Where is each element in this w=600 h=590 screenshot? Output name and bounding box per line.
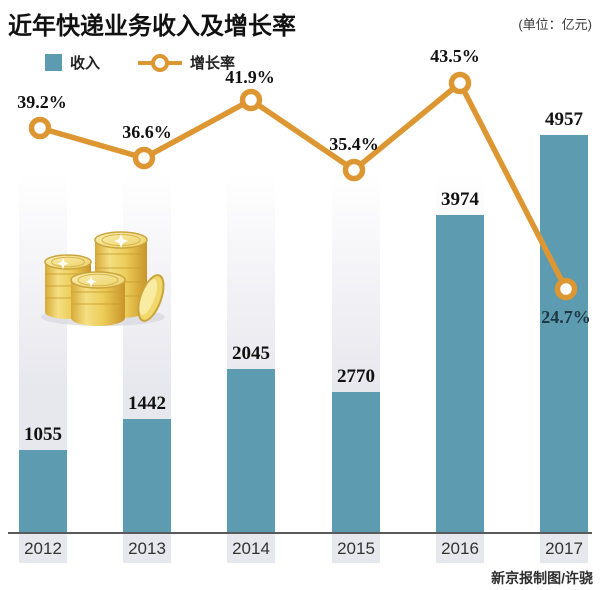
page-title: 近年快递业务收入及增长率 (8, 13, 296, 40)
growth-point-marker (132, 146, 156, 170)
revenue-bar (227, 369, 275, 533)
revenue-legend-swatch (45, 54, 62, 71)
bar-value-label: 4957 (545, 109, 583, 130)
bar-value-label: 1442 (128, 393, 166, 414)
x-axis-line (8, 532, 592, 534)
growth-legend-label: 增长率 (190, 55, 236, 72)
growth-rate-label: 36.6% (122, 122, 172, 142)
growth-rate-label: 24.7% (541, 307, 591, 327)
growth-legend-marker-icon (138, 53, 183, 72)
unit-note: (单位：亿元) (518, 17, 592, 32)
x-axis-year-label: 2015 (337, 539, 375, 558)
revenue-bar (19, 450, 67, 533)
bar-value-label: 2770 (337, 366, 375, 387)
growth-point-marker (448, 71, 472, 95)
x-axis-year-label: 2014 (232, 539, 270, 558)
x-axis-year-label: 2012 (24, 539, 62, 558)
growth-point-marker (28, 116, 52, 140)
legend: 收入 增长率 (45, 52, 235, 73)
bar-value-label: 2045 (232, 343, 270, 364)
growth-rate-label: 41.9% (225, 67, 275, 87)
x-axis-year-label: 2013 (128, 539, 166, 558)
coin-stack-front (70, 271, 126, 326)
revenue-legend-label: 收入 (70, 55, 101, 72)
growth-rate-label: 35.4% (329, 134, 379, 154)
x-axis-year-label: 2016 (441, 539, 479, 558)
bar-value-label: 3974 (441, 189, 479, 210)
growth-rate-label: 39.2% (17, 92, 67, 112)
gold-coins-illustration (41, 231, 165, 326)
credit-text: 新京报制图/许骁 (491, 570, 593, 586)
bar-value-label: 1055 (24, 424, 62, 445)
growth-legend-circle (151, 53, 170, 72)
growth-point-marker (239, 88, 263, 112)
revenue-bar (436, 215, 484, 533)
revenue-bar (540, 135, 588, 533)
revenue-bar (332, 392, 380, 533)
x-axis-year-label: 2017 (545, 539, 583, 558)
growth-rate-label: 43.5% (430, 46, 480, 66)
revenue-bar (123, 419, 171, 533)
